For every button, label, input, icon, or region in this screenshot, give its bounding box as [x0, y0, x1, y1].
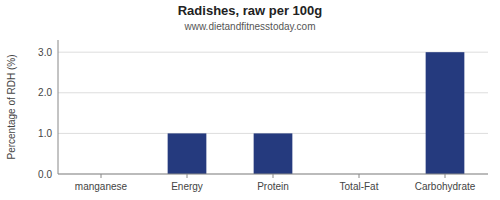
x-tick: [101, 174, 102, 178]
x-tick: [445, 174, 446, 178]
x-tick-label: Total-Fat: [340, 181, 379, 192]
bar: [168, 133, 207, 174]
x-tick: [187, 174, 188, 178]
grid: [58, 52, 488, 174]
chart: Radishes, raw per 100g www.dietandfitness…: [0, 0, 500, 200]
x-tick-label: Energy: [171, 181, 203, 192]
y-axis-line: [58, 40, 59, 174]
y-tick-label: 0.0: [38, 169, 52, 180]
x-tick: [359, 174, 360, 178]
y-tick-label: 3.0: [38, 47, 52, 58]
bar: [254, 133, 293, 174]
y-tick-label: 1.0: [38, 128, 52, 139]
y-tick-label: 2.0: [38, 87, 52, 98]
x-tick-label: Carbohydrate: [415, 181, 476, 192]
grid-line: [58, 52, 488, 53]
y-axis-label: Percentage of RDH (%): [6, 54, 17, 159]
grid-line: [58, 92, 488, 93]
bar: [426, 52, 465, 174]
subtitle: www.dietandfitnesstoday.com: [184, 21, 316, 32]
x-tick-label: manganese: [75, 181, 128, 192]
bars: [168, 52, 465, 174]
x-tick-label: Protein: [257, 181, 289, 192]
x-tick: [273, 174, 274, 178]
title: Radishes, raw per 100g: [178, 3, 323, 18]
